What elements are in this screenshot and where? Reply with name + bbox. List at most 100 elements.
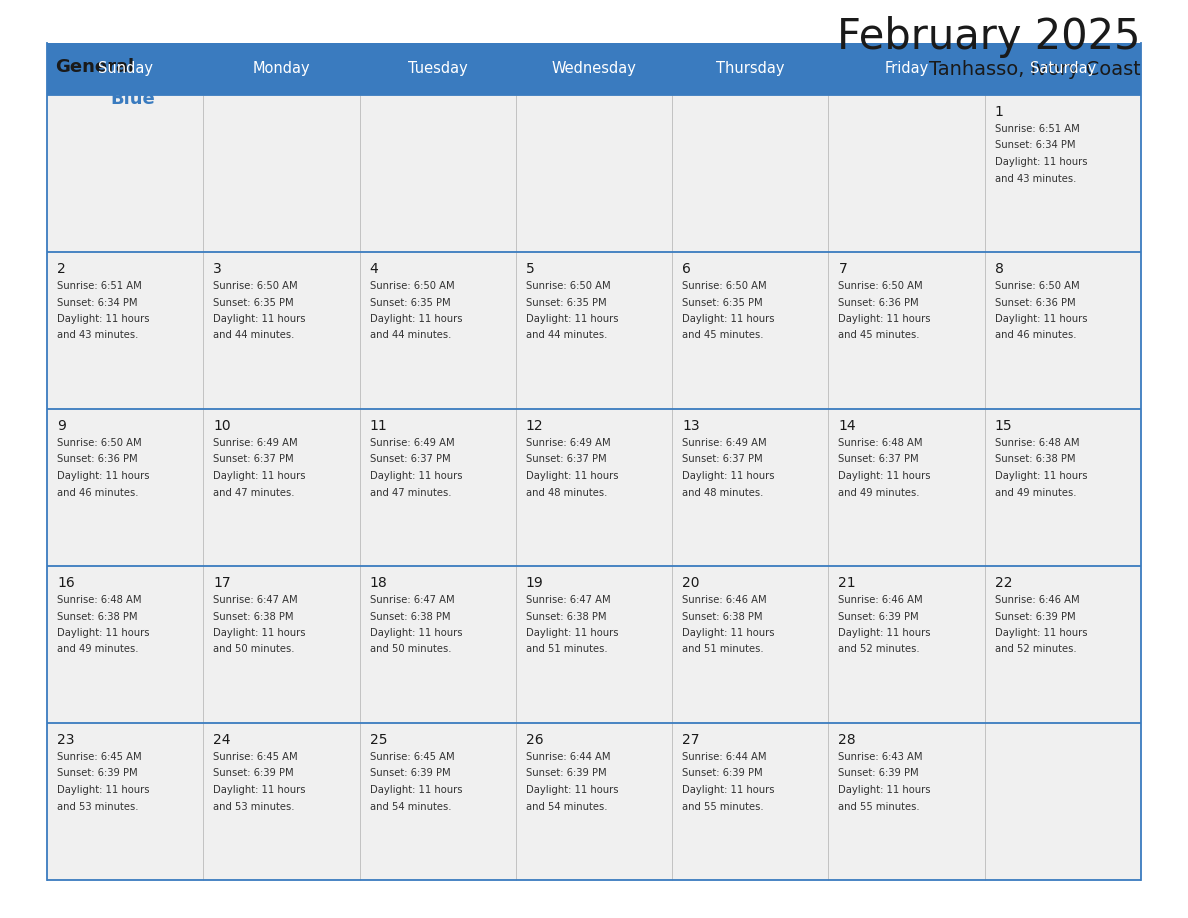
Text: 22: 22 — [994, 576, 1012, 590]
Text: and 55 minutes.: and 55 minutes. — [839, 801, 920, 812]
Text: 25: 25 — [369, 733, 387, 747]
Text: and 44 minutes.: and 44 minutes. — [369, 330, 451, 341]
Text: and 52 minutes.: and 52 minutes. — [994, 644, 1076, 655]
Text: Sunset: 6:37 PM: Sunset: 6:37 PM — [526, 454, 607, 465]
Text: Daylight: 11 hours: Daylight: 11 hours — [994, 314, 1087, 324]
Text: and 54 minutes.: and 54 minutes. — [369, 801, 451, 812]
Text: Tuesday: Tuesday — [407, 62, 468, 76]
Text: Daylight: 11 hours: Daylight: 11 hours — [682, 628, 775, 638]
Polygon shape — [157, 62, 175, 88]
Text: 19: 19 — [526, 576, 544, 590]
Text: and 54 minutes.: and 54 minutes. — [526, 801, 607, 812]
Text: Sunrise: 6:50 AM: Sunrise: 6:50 AM — [57, 438, 141, 448]
Text: Sunday: Sunday — [97, 62, 152, 76]
Text: Daylight: 11 hours: Daylight: 11 hours — [526, 314, 619, 324]
Text: Daylight: 11 hours: Daylight: 11 hours — [57, 471, 150, 481]
Text: and 47 minutes.: and 47 minutes. — [214, 487, 295, 498]
Text: Sunset: 6:39 PM: Sunset: 6:39 PM — [214, 768, 293, 778]
Text: Sunset: 6:34 PM: Sunset: 6:34 PM — [994, 140, 1075, 151]
Text: Sunset: 6:36 PM: Sunset: 6:36 PM — [57, 454, 138, 465]
Text: and 44 minutes.: and 44 minutes. — [214, 330, 295, 341]
Text: 9: 9 — [57, 419, 65, 433]
Text: 28: 28 — [839, 733, 857, 747]
Text: 5: 5 — [526, 262, 535, 276]
Text: Sunrise: 6:50 AM: Sunrise: 6:50 AM — [682, 281, 766, 291]
Text: and 44 minutes.: and 44 minutes. — [526, 330, 607, 341]
Text: and 43 minutes.: and 43 minutes. — [994, 174, 1076, 184]
Text: 24: 24 — [214, 733, 230, 747]
Text: Daylight: 11 hours: Daylight: 11 hours — [369, 314, 462, 324]
Text: Sunrise: 6:44 AM: Sunrise: 6:44 AM — [526, 752, 611, 762]
Text: 20: 20 — [682, 576, 700, 590]
Text: Sunrise: 6:50 AM: Sunrise: 6:50 AM — [839, 281, 923, 291]
Text: Sunset: 6:38 PM: Sunset: 6:38 PM — [369, 611, 450, 621]
Text: Sunrise: 6:48 AM: Sunrise: 6:48 AM — [57, 595, 141, 605]
Text: Sunrise: 6:49 AM: Sunrise: 6:49 AM — [214, 438, 298, 448]
Text: 23: 23 — [57, 733, 75, 747]
Text: Sunrise: 6:45 AM: Sunrise: 6:45 AM — [369, 752, 454, 762]
Text: 16: 16 — [57, 576, 75, 590]
Text: and 46 minutes.: and 46 minutes. — [57, 487, 139, 498]
Text: Sunrise: 6:50 AM: Sunrise: 6:50 AM — [994, 281, 1080, 291]
FancyBboxPatch shape — [48, 723, 1140, 880]
Text: Sunrise: 6:48 AM: Sunrise: 6:48 AM — [839, 438, 923, 448]
Text: Daylight: 11 hours: Daylight: 11 hours — [214, 628, 305, 638]
Text: 14: 14 — [839, 419, 857, 433]
Text: 4: 4 — [369, 262, 378, 276]
Text: Sunrise: 6:45 AM: Sunrise: 6:45 AM — [214, 752, 298, 762]
Text: Daylight: 11 hours: Daylight: 11 hours — [839, 314, 931, 324]
Text: Sunset: 6:39 PM: Sunset: 6:39 PM — [57, 768, 138, 778]
FancyBboxPatch shape — [48, 566, 1140, 723]
Text: Sunrise: 6:46 AM: Sunrise: 6:46 AM — [839, 595, 923, 605]
Text: Sunrise: 6:44 AM: Sunrise: 6:44 AM — [682, 752, 766, 762]
Text: Sunset: 6:39 PM: Sunset: 6:39 PM — [839, 768, 920, 778]
Text: and 43 minutes.: and 43 minutes. — [57, 330, 138, 341]
Text: 11: 11 — [369, 419, 387, 433]
Text: Sunset: 6:38 PM: Sunset: 6:38 PM — [526, 611, 606, 621]
Text: 10: 10 — [214, 419, 230, 433]
Text: and 52 minutes.: and 52 minutes. — [839, 644, 920, 655]
Text: Sunrise: 6:46 AM: Sunrise: 6:46 AM — [682, 595, 766, 605]
Text: and 48 minutes.: and 48 minutes. — [526, 487, 607, 498]
Text: Daylight: 11 hours: Daylight: 11 hours — [57, 785, 150, 795]
Text: 18: 18 — [369, 576, 387, 590]
Text: 13: 13 — [682, 419, 700, 433]
Text: 27: 27 — [682, 733, 700, 747]
Text: Sunrise: 6:47 AM: Sunrise: 6:47 AM — [526, 595, 611, 605]
Text: Sunset: 6:37 PM: Sunset: 6:37 PM — [839, 454, 920, 465]
Text: Sunrise: 6:47 AM: Sunrise: 6:47 AM — [369, 595, 454, 605]
Text: Daylight: 11 hours: Daylight: 11 hours — [57, 314, 150, 324]
Text: and 49 minutes.: and 49 minutes. — [994, 487, 1076, 498]
FancyBboxPatch shape — [48, 409, 1140, 566]
Text: and 53 minutes.: and 53 minutes. — [214, 801, 295, 812]
Text: Sunset: 6:37 PM: Sunset: 6:37 PM — [214, 454, 293, 465]
Text: Daylight: 11 hours: Daylight: 11 hours — [214, 785, 305, 795]
Text: Daylight: 11 hours: Daylight: 11 hours — [994, 628, 1087, 638]
FancyBboxPatch shape — [48, 43, 1140, 95]
Text: Friday: Friday — [884, 62, 929, 76]
Text: Sunset: 6:39 PM: Sunset: 6:39 PM — [839, 611, 920, 621]
Text: Blue: Blue — [110, 90, 154, 108]
FancyBboxPatch shape — [48, 252, 1140, 409]
Text: 2: 2 — [57, 262, 65, 276]
Text: and 49 minutes.: and 49 minutes. — [839, 487, 920, 498]
Text: Sunset: 6:38 PM: Sunset: 6:38 PM — [214, 611, 293, 621]
Text: 15: 15 — [994, 419, 1012, 433]
Text: Daylight: 11 hours: Daylight: 11 hours — [994, 157, 1087, 167]
Text: and 45 minutes.: and 45 minutes. — [682, 330, 764, 341]
Text: Sunset: 6:36 PM: Sunset: 6:36 PM — [839, 297, 920, 308]
Text: 7: 7 — [839, 262, 847, 276]
FancyBboxPatch shape — [48, 95, 1140, 252]
Text: Daylight: 11 hours: Daylight: 11 hours — [369, 471, 462, 481]
Text: Sunset: 6:37 PM: Sunset: 6:37 PM — [369, 454, 450, 465]
Text: Daylight: 11 hours: Daylight: 11 hours — [526, 628, 619, 638]
Text: Sunset: 6:39 PM: Sunset: 6:39 PM — [994, 611, 1075, 621]
Text: February 2025: February 2025 — [838, 16, 1140, 58]
Text: 8: 8 — [994, 262, 1004, 276]
Text: Sunrise: 6:50 AM: Sunrise: 6:50 AM — [369, 281, 454, 291]
Text: Sunset: 6:35 PM: Sunset: 6:35 PM — [526, 297, 607, 308]
Text: Daylight: 11 hours: Daylight: 11 hours — [682, 785, 775, 795]
Text: Sunset: 6:39 PM: Sunset: 6:39 PM — [369, 768, 450, 778]
Text: Sunrise: 6:45 AM: Sunrise: 6:45 AM — [57, 752, 141, 762]
Text: and 51 minutes.: and 51 minutes. — [526, 644, 607, 655]
